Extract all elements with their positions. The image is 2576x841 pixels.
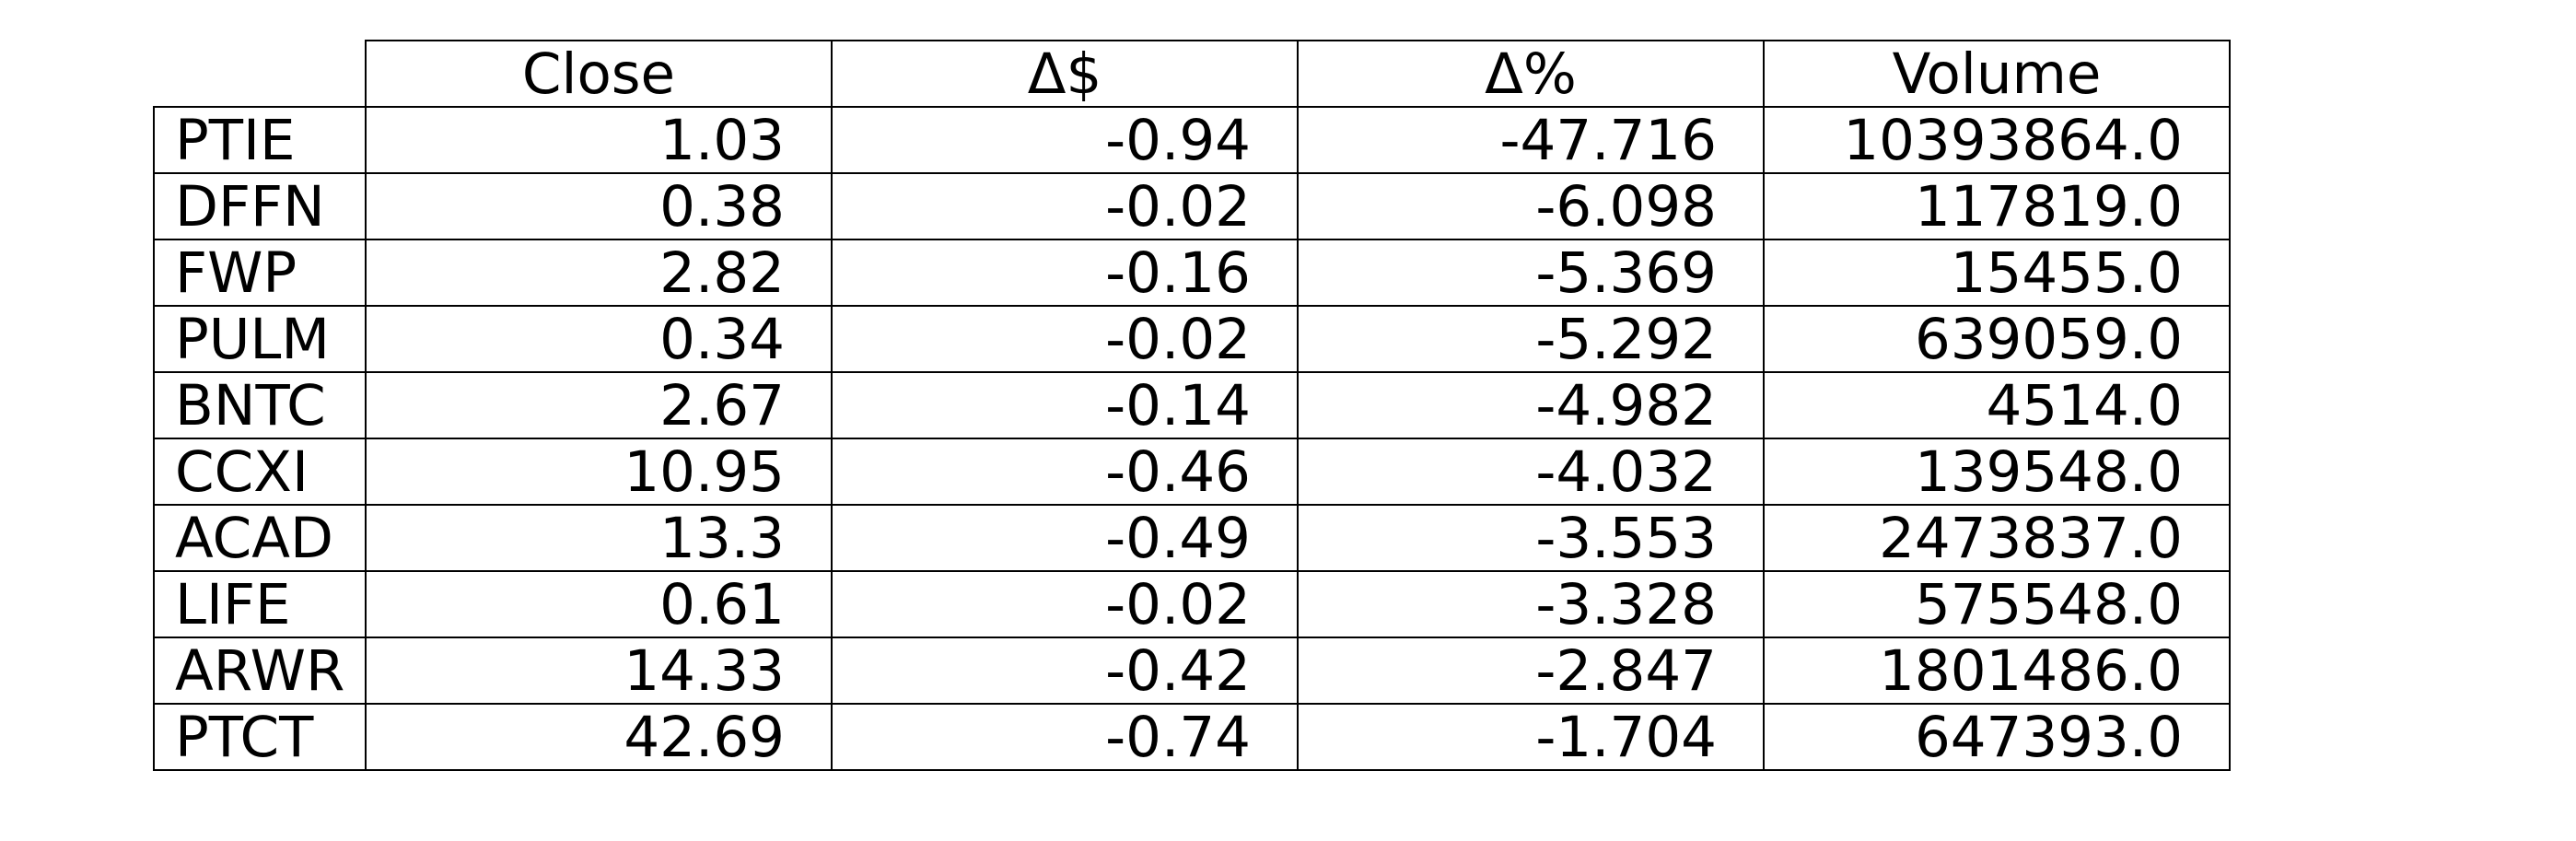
ticker-cell: PULM xyxy=(153,305,367,373)
header-volume: Volume xyxy=(1763,40,2231,108)
table-row: DFFN 0.38 -0.02 -6.098 117819.0 xyxy=(153,172,2231,240)
change-cell: -0.49 xyxy=(831,504,1299,572)
close-cell: 0.38 xyxy=(365,172,833,240)
change-cell: -0.46 xyxy=(831,438,1299,506)
change-cell: -0.02 xyxy=(831,172,1299,240)
volume-cell: 117819.0 xyxy=(1763,172,2231,240)
change-pct-cell: -2.847 xyxy=(1297,637,1765,705)
header-change: Δ$ xyxy=(831,40,1299,108)
close-cell: 10.95 xyxy=(365,438,833,506)
change-pct-cell: -3.328 xyxy=(1297,570,1765,638)
close-cell: 1.03 xyxy=(365,106,833,174)
volume-cell: 639059.0 xyxy=(1763,305,2231,373)
header-row: Close Δ$ Δ% Volume xyxy=(154,40,2231,108)
volume-cell: 575548.0 xyxy=(1763,570,2231,638)
table-header: Close Δ$ Δ% Volume xyxy=(154,40,2231,108)
change-cell: -0.02 xyxy=(831,570,1299,638)
table-row: ACAD 13.3 -0.49 -3.553 2473837.0 xyxy=(153,504,2231,572)
table-row: CCXI 10.95 -0.46 -4.032 139548.0 xyxy=(153,438,2231,506)
change-cell: -0.16 xyxy=(831,239,1299,307)
ticker-cell: FWP xyxy=(153,239,367,307)
header-corner xyxy=(154,41,366,107)
change-pct-cell: -4.982 xyxy=(1297,371,1765,439)
table-row: PTIE 1.03 -0.94 -47.716 10393864.0 xyxy=(153,106,2231,174)
close-cell: 2.67 xyxy=(365,371,833,439)
ticker-cell: PTIE xyxy=(153,106,367,174)
volume-cell: 647393.0 xyxy=(1763,703,2231,771)
change-cell: -0.14 xyxy=(831,371,1299,439)
volume-cell: 15455.0 xyxy=(1763,239,2231,307)
volume-cell: 139548.0 xyxy=(1763,438,2231,506)
header-close: Close xyxy=(365,40,833,108)
header-change-pct: Δ% xyxy=(1297,40,1765,108)
table-row: PTCT 42.69 -0.74 -1.704 647393.0 xyxy=(153,703,2231,771)
change-cell: -0.02 xyxy=(831,305,1299,373)
close-cell: 0.34 xyxy=(365,305,833,373)
close-cell: 0.61 xyxy=(365,570,833,638)
volume-cell: 10393864.0 xyxy=(1763,106,2231,174)
close-cell: 13.3 xyxy=(365,504,833,572)
change-cell: -0.42 xyxy=(831,637,1299,705)
ticker-cell: ARWR xyxy=(153,637,367,705)
table-row: FWP 2.82 -0.16 -5.369 15455.0 xyxy=(153,239,2231,307)
change-pct-cell: -5.292 xyxy=(1297,305,1765,373)
change-cell: -0.94 xyxy=(831,106,1299,174)
volume-cell: 4514.0 xyxy=(1763,371,2231,439)
ticker-cell: CCXI xyxy=(153,438,367,506)
volume-cell: 2473837.0 xyxy=(1763,504,2231,572)
table-row: BNTC 2.67 -0.14 -4.982 4514.0 xyxy=(153,371,2231,439)
close-cell: 14.33 xyxy=(365,637,833,705)
table-row: PULM 0.34 -0.02 -5.292 639059.0 xyxy=(153,305,2231,373)
ticker-cell: DFFN xyxy=(153,172,367,240)
ticker-cell: LIFE xyxy=(153,570,367,638)
stock-table: Close Δ$ Δ% Volume PTIE 1.03 -0.94 -47.716 1… xyxy=(153,40,2231,771)
close-cell: 42.69 xyxy=(365,703,833,771)
close-cell: 2.82 xyxy=(365,239,833,307)
change-cell: -0.74 xyxy=(831,703,1299,771)
ticker-cell: BNTC xyxy=(153,371,367,439)
volume-cell: 1801486.0 xyxy=(1763,637,2231,705)
change-pct-cell: -47.716 xyxy=(1297,106,1765,174)
ticker-cell: ACAD xyxy=(153,504,367,572)
change-pct-cell: -3.553 xyxy=(1297,504,1765,572)
table-body: PTIE 1.03 -0.94 -47.716 10393864.0 DFFN 0.38 -0… xyxy=(153,106,2231,771)
change-pct-cell: -6.098 xyxy=(1297,172,1765,240)
table-row: LIFE 0.61 -0.02 -3.328 575548.0 xyxy=(153,570,2231,638)
change-pct-cell: -1.704 xyxy=(1297,703,1765,771)
change-pct-cell: -5.369 xyxy=(1297,239,1765,307)
table-row: ARWR 14.33 -0.42 -2.847 1801486.0 xyxy=(153,637,2231,705)
change-pct-cell: -4.032 xyxy=(1297,438,1765,506)
ticker-cell: PTCT xyxy=(153,703,367,771)
